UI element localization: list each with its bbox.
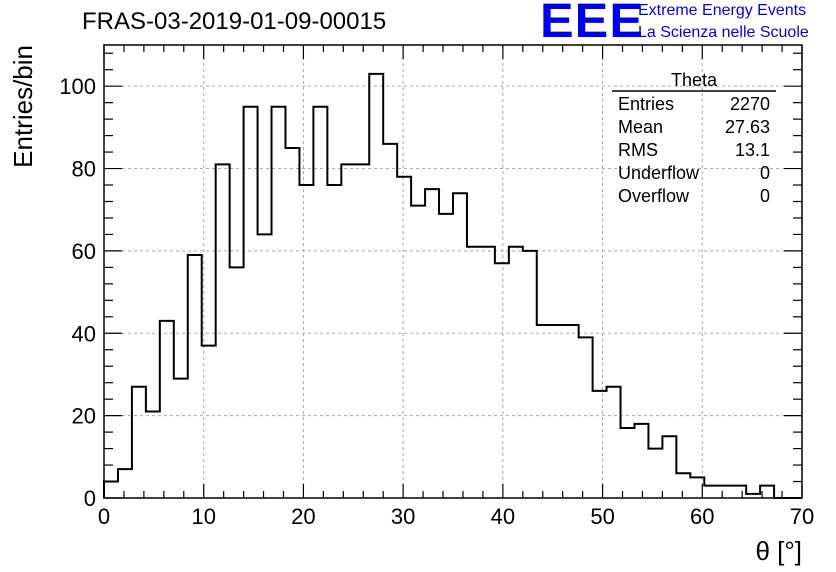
histogram-bin (299, 185, 313, 498)
histogram-bin (634, 424, 648, 498)
x-tick-label: 60 (690, 504, 714, 529)
x-tick-label: 10 (191, 504, 215, 529)
histogram-bin (537, 325, 551, 498)
x-tick-label: 20 (291, 504, 315, 529)
axes-frame (103, 44, 803, 499)
histogram-bin (467, 247, 481, 498)
histogram-bin (313, 107, 327, 498)
histogram-bin (202, 346, 216, 498)
stats-box: Theta Entries 2270 Mean 27.63 RMS 13.1 Underflo… (612, 70, 776, 206)
histogram-bin (565, 325, 579, 498)
histogram-bin (732, 486, 746, 498)
histogram-bin (327, 185, 341, 498)
x-tick-label: 70 (790, 504, 814, 529)
stats-title: Theta (671, 70, 718, 90)
stats-row-label: Entries (618, 94, 674, 114)
histogram-bin (481, 247, 495, 498)
axis-labels: 0 10 20 30 40 50 60 70 0 20 40 60 80 100 θ [°] Entries/… (8, 45, 814, 566)
stats-row-label: Underflow (618, 163, 700, 183)
histogram-bin (174, 379, 188, 498)
y-tick-label: 40 (72, 321, 96, 346)
y-axis-label: Entries/bin (8, 45, 38, 168)
histogram-bin (244, 107, 258, 498)
histogram-bin (439, 214, 453, 498)
histogram-bin (718, 486, 732, 498)
x-tick-label: 50 (590, 504, 614, 529)
histogram-bin (369, 74, 383, 498)
logo-text-line2: La Scienza nelle Scuole (638, 24, 809, 41)
histogram-bin (272, 107, 286, 498)
histogram-bin (509, 247, 523, 498)
y-tick-label: 60 (72, 239, 96, 264)
histogram-bin (662, 436, 676, 498)
y-tick-label: 20 (72, 404, 96, 429)
histogram-bin (230, 267, 244, 498)
histogram-bin (676, 473, 690, 498)
histogram-bin (704, 486, 718, 498)
histogram-bin (453, 193, 467, 498)
histogram-bin (104, 482, 118, 498)
histogram-bin (258, 234, 272, 498)
histogram-bin (551, 325, 565, 498)
chart-title: FRAS-03-2019-01-09-00015 (82, 8, 387, 35)
stats-row-value: 13.1 (735, 140, 770, 160)
x-tick-label: 30 (391, 504, 415, 529)
stats-row-value: 27.63 (725, 117, 770, 137)
histogram-bin (188, 255, 202, 498)
stats-row-value: 2270 (730, 94, 770, 114)
histogram-bin (593, 391, 607, 498)
histogram-bin (118, 469, 132, 498)
x-axis-label: θ [°] (755, 536, 802, 566)
y-tick-label: 80 (72, 157, 96, 182)
logo-text-line1: Extreme Energy Events (638, 2, 807, 19)
histogram-bin (495, 263, 509, 498)
histogram-bin (425, 189, 439, 498)
histogram-bin (355, 164, 369, 498)
histogram-bin (579, 337, 593, 498)
x-tick-label: 40 (491, 504, 515, 529)
histogram-bin (216, 164, 230, 498)
eee-logo: EEE (540, 0, 644, 48)
histogram-bin (607, 387, 621, 498)
histogram-bin (160, 321, 174, 498)
histogram-series (103, 72, 802, 499)
stats-row-value: 0 (760, 186, 770, 206)
histogram-bin (341, 164, 355, 498)
histogram-bin (132, 387, 146, 498)
stats-row-value: 0 (760, 163, 770, 183)
histogram-bin (648, 449, 662, 498)
histogram-bin (523, 251, 537, 498)
histogram-bin (621, 428, 635, 498)
y-tick-label: 0 (84, 486, 96, 511)
histogram-bin (411, 206, 425, 498)
stats-row-label: RMS (618, 140, 658, 160)
x-tick-label: 0 (98, 504, 110, 529)
histogram-bin (146, 412, 160, 498)
y-tick-label: 100 (59, 74, 96, 99)
grid-lines (104, 45, 802, 498)
histogram-bin (383, 144, 397, 498)
histogram-bin (285, 148, 299, 498)
stats-row-label: Overflow (618, 186, 690, 206)
plot-frame (103, 44, 803, 499)
histogram-outline (103, 72, 802, 499)
stats-row-label: Mean (618, 117, 663, 137)
histogram-bin (397, 177, 411, 498)
